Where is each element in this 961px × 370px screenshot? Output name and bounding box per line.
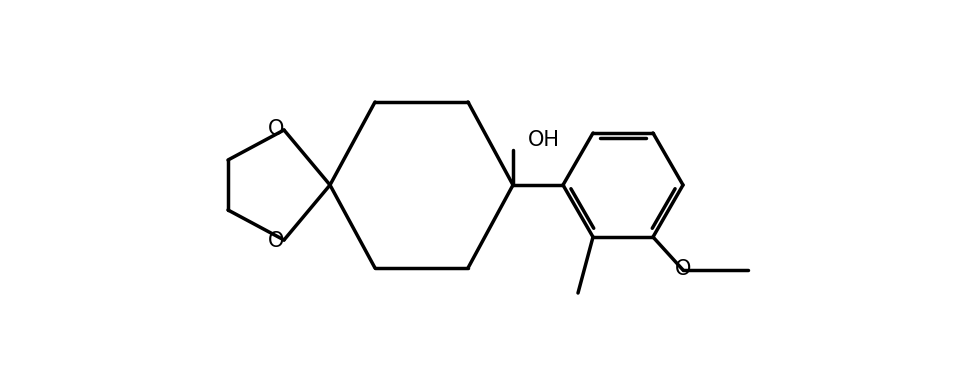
Text: O: O (675, 259, 691, 279)
Text: O: O (268, 231, 284, 251)
Text: O: O (268, 119, 284, 139)
Text: OH: OH (528, 130, 560, 150)
